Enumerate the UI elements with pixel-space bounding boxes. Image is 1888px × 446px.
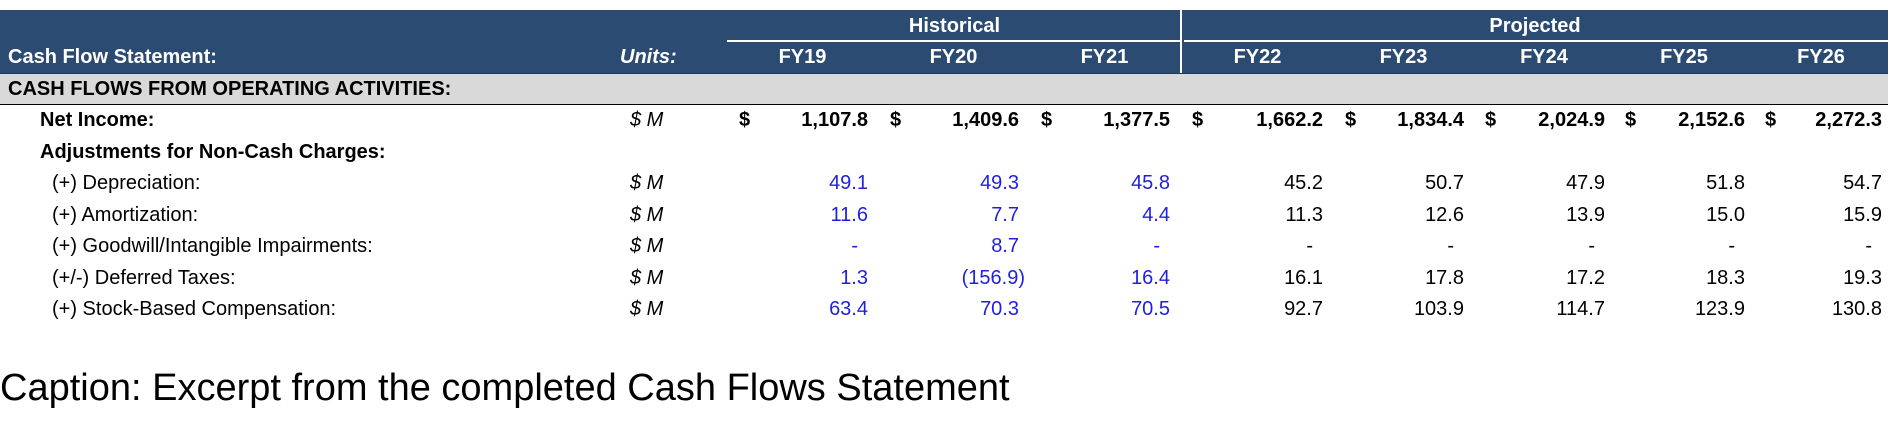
value-cell: 103.9 [1413, 298, 1464, 321]
col-fy21: FY21 [1080, 46, 1129, 68]
row-net-income: Net Income: $ M $ $ $ $ $ $ $ $ 1,107.8 … [0, 105, 1888, 137]
currency-sign: $ [739, 109, 751, 132]
historical-underline [727, 40, 1180, 42]
value-cell: 17.8 [1425, 266, 1464, 289]
value-cell: 15.9 [1843, 203, 1882, 226]
figure-caption: Caption: Excerpt from the completed Cash… [0, 367, 1010, 409]
value-cell: 16.4 [1131, 266, 1170, 289]
col-fy22: FY22 [1233, 46, 1282, 68]
value-cell: 92.7 [1284, 298, 1323, 321]
col-fy20: FY20 [929, 46, 978, 68]
currency-sign: $ [1345, 109, 1357, 132]
row-depreciation: (+) Depreciation: $ M 49.1 49.3 45.8 45.… [0, 168, 1888, 200]
value-cell: 18.3 [1706, 266, 1745, 289]
currency-sign: $ [1041, 109, 1053, 132]
value-cell: 1.3 [840, 266, 868, 289]
value-cell: 2,152.6 [1678, 109, 1745, 132]
group-historical: Historical [908, 14, 1001, 37]
value-cell: 1,662.2 [1256, 109, 1323, 132]
row-label: (+/-) Deferred Taxes: [52, 266, 236, 289]
value-cell: 51.8 [1706, 172, 1745, 195]
row-label: (+) Stock-Based Compensation: [52, 298, 337, 321]
value-cell: 45.8 [1131, 172, 1170, 195]
row-units: $ M [630, 172, 664, 195]
col-fy26: FY26 [1797, 46, 1845, 68]
statement-title: Cash Flow Statement: [8, 46, 217, 68]
value-cell: 123.9 [1694, 298, 1745, 321]
cash-flow-table: Historical Projected Cash Flow Statement… [0, 10, 1888, 326]
row-label: Net Income: [40, 109, 155, 132]
row-units: $ M [630, 235, 664, 258]
header-column-row: Cash Flow Statement: Units: FY19 FY20 FY… [0, 42, 1888, 74]
value-cell: 12.6 [1425, 203, 1464, 226]
value-cell: 114.7 [1556, 298, 1605, 321]
value-cell: 13.9 [1566, 203, 1605, 226]
value-cell: 130.8 [1831, 298, 1882, 321]
value-cell: - [1153, 235, 1160, 258]
col-fy25: FY25 [1660, 46, 1708, 68]
value-cell: 45.2 [1284, 172, 1323, 195]
value-cell: 1,377.5 [1103, 109, 1170, 132]
value-cell: 17.2 [1566, 266, 1605, 289]
row-label: (+) Depreciation: [52, 172, 201, 195]
row-stock-based-compensation: (+) Stock-Based Compensation: $ M 63.4 7… [0, 294, 1888, 326]
row-units: $ M [630, 203, 664, 226]
value-cell: 7.7 [991, 203, 1019, 226]
value-cell: 49.1 [829, 172, 868, 195]
row-impairments: (+) Goodwill/Intangible Impairments: $ M… [0, 231, 1888, 263]
value-cell: 50.7 [1425, 172, 1464, 195]
row-units: $ M [630, 298, 664, 321]
value-cell: 11.6 [830, 203, 868, 226]
value-cell: 47.9 [1566, 172, 1605, 195]
value-cell: - [1728, 235, 1735, 258]
row-adjustments-heading: Adjustments for Non-Cash Charges: [0, 137, 1888, 169]
value-cell: - [851, 235, 858, 258]
value-cell: 1,107.8 [801, 109, 868, 132]
value-cell: 11.3 [1285, 203, 1323, 226]
col-fy23: FY23 [1379, 46, 1428, 68]
value-cell: - [1865, 235, 1872, 258]
value-cell: 49.3 [980, 172, 1019, 195]
header-group-row: Historical Projected [0, 10, 1888, 73]
value-cell: 16.1 [1284, 266, 1323, 289]
value-cell: - [1306, 235, 1313, 258]
value-cell: 2,272.3 [1815, 109, 1882, 132]
row-label: Adjustments for Non-Cash Charges: [40, 140, 386, 163]
row-units: $ M [630, 109, 664, 132]
currency-sign: $ [890, 109, 902, 132]
value-cell: 1,409.6 [952, 109, 1019, 132]
row-amortization: (+) Amortization: $ M 11.6 7.7 4.4 11.3 … [0, 200, 1888, 232]
value-cell: 19.3 [1843, 266, 1882, 289]
col-fy24: FY24 [1520, 46, 1568, 68]
units-header: Units: [620, 46, 677, 68]
currency-sign: $ [1485, 109, 1497, 132]
projected-underline [1184, 40, 1888, 42]
value-cell: 70.3 [980, 298, 1019, 321]
row-label: (+) Amortization: [52, 203, 199, 226]
value-cell: 15.0 [1706, 203, 1745, 226]
value-cell: 2,024.9 [1538, 109, 1605, 132]
value-cell: - [1447, 235, 1454, 258]
value-cell: 4.4 [1142, 203, 1170, 226]
row-deferred-taxes: (+/-) Deferred Taxes: $ M 1.3 (156.9) 16… [0, 263, 1888, 295]
section-title: CASH FLOWS FROM OPERATING ACTIVITIES: [8, 77, 452, 100]
historical-projected-divider [1180, 10, 1182, 73]
col-fy19: FY19 [778, 46, 827, 68]
section-operating-activities: CASH FLOWS FROM OPERATING ACTIVITIES: [0, 74, 1888, 105]
value-cell: 70.5 [1131, 298, 1170, 321]
value-cell: 54.7 [1843, 172, 1882, 195]
group-projected: Projected [1489, 14, 1581, 37]
currency-sign: $ [1625, 109, 1637, 132]
value-cell: - [1588, 235, 1595, 258]
value-cell: 1,834.4 [1397, 109, 1464, 132]
value-cell: (156.9) [961, 266, 1025, 289]
currency-sign: $ [1765, 109, 1777, 132]
currency-sign: $ [1192, 109, 1204, 132]
row-label: (+) Goodwill/Intangible Impairments: [52, 235, 373, 258]
row-units: $ M [630, 266, 664, 289]
value-cell: 8.7 [991, 235, 1019, 258]
value-cell: 63.4 [829, 298, 868, 321]
